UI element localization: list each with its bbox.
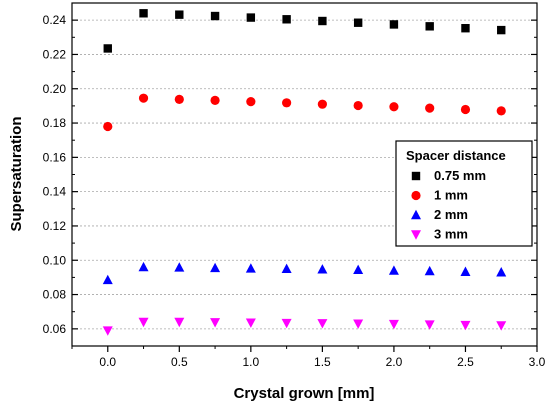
series-2 <box>102 261 507 285</box>
data-point <box>460 104 471 115</box>
x-tick-label: 0.0 <box>99 355 116 369</box>
series-0 <box>103 9 506 53</box>
y-tick-label: 0.10 <box>43 253 67 267</box>
series-3 <box>102 317 507 336</box>
data-point <box>353 319 364 329</box>
data-point <box>282 15 291 24</box>
data-point <box>425 103 435 113</box>
y-tick-label: 0.14 <box>43 185 67 199</box>
x-tick-label: 2.5 <box>457 355 474 369</box>
data-point <box>389 20 399 29</box>
data-point <box>282 98 292 108</box>
data-point <box>388 319 399 330</box>
data-point <box>496 106 506 116</box>
y-tick-label: 0.22 <box>43 47 67 61</box>
legend-title: Spacer distance <box>406 148 506 163</box>
data-point <box>138 93 149 103</box>
data-point <box>174 262 185 272</box>
data-point <box>425 22 434 31</box>
x-tick-label: 3.0 <box>529 355 546 369</box>
data-point <box>210 95 220 106</box>
legend-marker <box>411 171 421 181</box>
x-axis-title: Crystal grown [mm] <box>234 385 375 402</box>
legend-marker <box>411 209 421 220</box>
data-point <box>461 24 470 33</box>
legend-marker <box>411 230 421 240</box>
y-tick-label: 0.16 <box>43 150 67 164</box>
x-tick-label: 1.5 <box>314 355 331 369</box>
y-tick-label: 0.24 <box>43 13 67 27</box>
x-axis: 0.0 0.5 1.0 1.5 2.0 2.5 3.0 <box>71 346 546 369</box>
data-point <box>460 266 471 276</box>
data-point <box>317 319 328 329</box>
data-point <box>174 317 185 328</box>
data-point <box>103 44 112 53</box>
data-point <box>353 100 363 111</box>
data-point <box>281 263 292 274</box>
y-tick-label: 0.20 <box>43 82 67 96</box>
legend-label: 0.75 mm <box>434 168 486 183</box>
data-point <box>317 99 327 109</box>
data-point <box>175 10 184 19</box>
y-tick-label: 0.06 <box>43 322 67 336</box>
y-axis-title: Supersaturation <box>8 116 25 231</box>
data-point <box>138 317 149 328</box>
x-tick-label: 1.0 <box>243 355 260 369</box>
data-point <box>138 261 149 272</box>
data-point <box>102 326 113 336</box>
data-point <box>318 16 327 26</box>
legend-label: 3 mm <box>434 227 468 242</box>
data-point <box>317 264 328 274</box>
y-axis: 0.06 0.08 0.10 0.12 0.14 0.16 0.18 0.20 0.22 0.24 <box>43 13 537 336</box>
data-point <box>496 267 507 277</box>
data-point <box>103 121 113 132</box>
data-point <box>424 320 435 330</box>
data-point <box>210 262 221 273</box>
legend-label: 2 mm <box>434 207 468 222</box>
data-point <box>245 263 256 273</box>
data-point <box>388 265 399 275</box>
series-layer <box>102 9 507 336</box>
grid-lines <box>72 19 537 330</box>
data-point <box>139 9 148 18</box>
data-point <box>496 321 507 331</box>
y-tick-label: 0.08 <box>43 288 67 302</box>
y-tick-label: 0.18 <box>43 116 67 130</box>
y-tick-label: 0.12 <box>43 219 67 233</box>
data-point <box>353 264 364 275</box>
series-1 <box>103 93 506 132</box>
data-point <box>174 94 184 104</box>
data-point <box>497 25 506 35</box>
legend-items: 0.75 mm 1 mm 2 mm 3 mm <box>411 168 486 242</box>
data-point <box>389 102 399 112</box>
data-point <box>246 13 256 22</box>
legend: Spacer distance 0.75 mm 1 mm 2 mm 3 mm <box>395 140 533 247</box>
legend-label: 1 mm <box>434 188 468 203</box>
data-point <box>102 274 113 285</box>
data-point <box>210 11 220 21</box>
x-tick-label: 2.0 <box>386 355 403 369</box>
x-tick-label: 0.5 <box>171 355 188 369</box>
data-point <box>281 318 292 329</box>
legend-marker <box>411 190 421 201</box>
data-point <box>210 318 221 328</box>
data-point <box>353 18 363 27</box>
data-point <box>460 320 471 331</box>
data-point <box>424 265 435 276</box>
data-point <box>246 97 256 107</box>
data-point <box>245 318 256 328</box>
